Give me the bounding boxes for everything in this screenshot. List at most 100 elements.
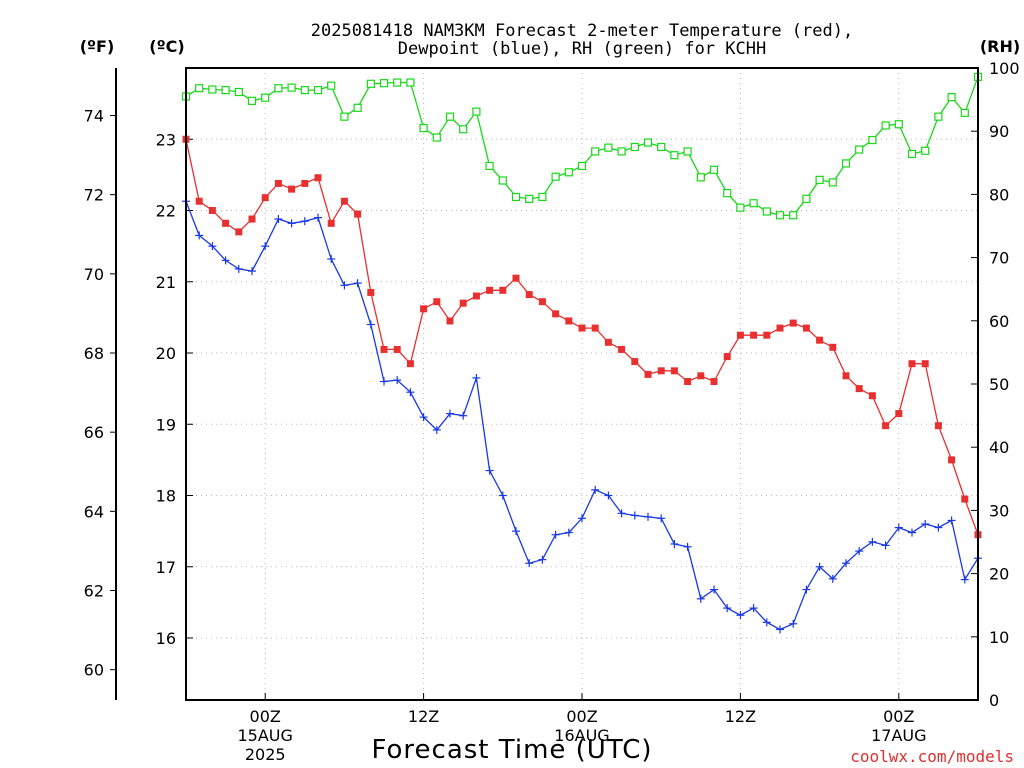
rh-point [749,199,758,208]
temperature-point [208,207,216,215]
rh-point [947,92,956,102]
temperature-point [512,274,520,282]
temperature-point [552,310,560,318]
x-axis-label: Forecast Time (UTC) [371,735,652,765]
rh-point [472,107,481,116]
rh-point [577,161,587,171]
rh-point [432,133,441,142]
x-tick-year: 2025 [245,745,286,764]
dewpoint-point [208,242,217,251]
temperature-point [710,378,718,386]
dewpoint-point [327,254,336,263]
temperature-point [499,286,507,294]
rh-tick-label: 20 [989,565,1009,584]
temperature-point [829,343,837,351]
rh-point [208,85,217,94]
temperature-point [486,286,494,294]
temperature-point [750,331,758,339]
temperature-point [908,360,916,368]
rh-point [762,207,771,216]
dewpoint-point [855,547,864,556]
x-tick-date: 17AUG [871,726,926,745]
dewpoint-point [432,425,441,434]
x-tick-label: 00Z [883,707,914,726]
dewpoint-point [512,527,520,536]
chart-title-line2: Dewpoint (blue), RH (green) for KCHH [398,39,766,59]
dewpoint-point [406,388,415,397]
temperature-point [631,358,639,366]
rh-point [907,149,917,159]
rh-point [234,87,243,97]
temperature-point [367,288,375,296]
rh-point [485,161,494,171]
rh-point [709,165,719,174]
rh-tick-label: 80 [989,185,1009,204]
dewpoint-point [459,411,468,420]
dewpoint-point [340,281,349,290]
rh-point [604,143,613,152]
axes: 16 17 18 19 20 21 22 23 60 62 64 66 68 70 72 74 0 10 20 30 4… [84,59,1020,764]
fahrenheit-tick-label: 60 [84,661,104,680]
temperature-point [644,370,652,378]
celsius-tick-label: 20 [156,344,176,363]
rh-point [591,147,600,156]
dewpoint-point [934,523,943,532]
celsius-tick-label: 17 [156,558,176,577]
temperature-point [670,367,678,375]
dewpoint-point [287,219,296,228]
rh-series [181,72,983,220]
temperature-point [406,360,414,368]
temperature-point [763,331,771,339]
dewpoint-point [789,619,798,628]
temperature-point [235,228,243,236]
temperature-point [895,410,903,418]
x-tick-label: 00Z [566,707,597,726]
dewpoint-point [776,625,784,634]
rh-point [934,112,943,121]
rh-tick-label: 60 [989,312,1009,331]
temperature-point [248,215,256,223]
temperature-point [882,422,890,430]
temperature-point [195,197,203,205]
temperature-point [789,319,797,327]
dewpoint-point [802,585,811,594]
rh-tick-label: 30 [989,501,1009,520]
plot-frame [185,67,979,701]
rh-point [551,172,560,181]
dewpoint-point [670,539,679,548]
rh-point [643,138,653,147]
credit-text: coolwx.com/models [850,747,1014,766]
temperature-point [565,317,573,325]
rh-point [802,194,811,203]
dewpoint-point [221,256,230,265]
temperature-point [842,372,850,380]
temperature-point [314,174,322,182]
temperature-point [340,197,348,205]
dewpoint-point [393,376,402,385]
dewpoint-point [749,604,758,613]
rh-point [564,168,573,177]
temperature-point [961,495,969,503]
dewpoint-point [868,537,877,546]
rh-point [789,211,798,220]
temperature-point [934,422,942,430]
temperature-point [578,324,586,332]
celsius-tick-label: 21 [156,273,176,292]
rh-tick-label: 40 [989,438,1009,457]
temperature-point [604,338,612,346]
rh-point [696,173,705,182]
temperature-point [420,305,428,313]
rh-point [525,194,534,203]
rh-point [195,84,204,93]
rh-point [287,83,296,92]
temperature-point [816,336,824,344]
temperature-point [446,317,454,325]
dewpoint-point [234,264,243,273]
rh-point [419,123,428,133]
rh-point [498,176,507,185]
x-tick-date: 16AUG [554,726,609,745]
fahrenheit-tick-label: 64 [84,502,104,521]
dewpoint-point [947,516,956,525]
celsius-tick-label: 16 [156,629,176,648]
dewpoint-point [683,542,692,551]
